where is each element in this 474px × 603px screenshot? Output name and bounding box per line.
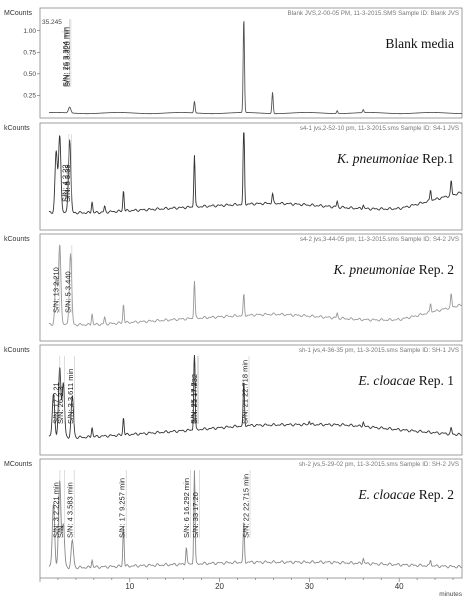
y-axis-label: MCounts [4, 10, 33, 17]
chromatogram-trace [48, 244, 463, 327]
organism-name: E. cloacae [357, 487, 415, 502]
peak-label: S/N: 25 17.2 [189, 382, 198, 424]
panel-frame [39, 122, 463, 231]
peak-label: S/N: 3 3.611 min [66, 369, 75, 424]
x-tick-label: 30 [305, 582, 314, 591]
y-tick-label: 0.25 [23, 93, 36, 100]
panel-frame [39, 344, 463, 456]
panel-title: K. pneumoniae Rep. 2 [333, 262, 454, 277]
panel-title: Blank media [385, 36, 454, 51]
x-tick-label: 20 [215, 582, 224, 591]
peak-label: S/N: 3 2.221 min [51, 482, 60, 538]
organism-name: K. pneumoniae [333, 262, 416, 277]
organism-name: K. pneumoniae [336, 151, 419, 166]
y-axis-label: kCounts [4, 236, 30, 243]
peak-label: S/N: 33 17.20 [191, 492, 200, 538]
panel-title: E. cloacae Rep. 2 [357, 487, 454, 502]
chromatogram-trace [48, 132, 463, 215]
peak-label: S/N: 21 17.232 [190, 374, 199, 424]
peak-label: S/N: 21 22.718 min [240, 360, 249, 424]
peak-label: S/N: 13 2.210 [51, 267, 60, 313]
organism-name: E. cloacae [357, 373, 415, 388]
peak-label: S/N: 5 3.39 [63, 164, 72, 202]
panel-frame [39, 233, 463, 342]
y-tick-label: 0.50 [23, 71, 36, 78]
peak-label: S/N: 17 2.21 [51, 382, 60, 424]
panel-frame [39, 458, 463, 579]
peak-label: S/N: 6 16.292 min [182, 478, 191, 538]
peak-label: S/N: 5 3.440 [63, 271, 72, 313]
panel-header: s4-1 jvs,2-52-10 pm, 11-3-2015.sms Sampl… [300, 125, 459, 132]
panel-header: sh-1 jvs,4-36-35 pm, 11-3-2015.sms Sampl… [299, 347, 459, 354]
panel-title: E. cloacae Rep. 1 [357, 373, 454, 388]
y-axis-label: MCounts [4, 461, 33, 468]
y-max-label: 35.245 [42, 19, 62, 26]
x-axis-label: minutes [439, 591, 463, 598]
panel-header: Blank JVS,2-00-05 PM, 11-3-2015.SMS Samp… [288, 10, 460, 17]
y-tick-label: 0.75 [23, 50, 36, 57]
x-tick-label: 10 [125, 582, 134, 591]
peak-label: S/N: 4 2.22 [60, 164, 69, 202]
y-axis-label: kCounts [4, 125, 30, 132]
peak-label: S/N: 16 3.328 min [62, 27, 71, 87]
peak-label: S/N: 26 3.304 min [61, 27, 70, 87]
panel-header: sh-2 jvs,5-29-02 pm, 11-3-2015.sms Sampl… [299, 461, 459, 468]
peak-label: S/N: 26 3.3 [56, 386, 65, 424]
y-tick-label: 1.00 [23, 28, 36, 35]
chromatogram-trace [48, 354, 463, 439]
replicate-label: Rep.1 [419, 151, 454, 166]
peak-label: S/N [56, 525, 65, 538]
y-axis-label: kCounts [4, 347, 30, 354]
replicate-label: Rep. 2 [415, 487, 454, 502]
chromatogram-trace [48, 470, 463, 570]
peak-label: S/N: 17 9.257 min [118, 478, 127, 538]
panel-title: K. pneumoniae Rep.1 [336, 151, 454, 166]
panel-frame [39, 7, 463, 119]
chromatogram-trace [48, 21, 462, 115]
peak-label: S/N: 22 22.715 min [241, 474, 250, 538]
x-tick-label: 40 [395, 582, 404, 591]
panel-header: s4-2 jvs,3-44-05 pm, 11-3-2015.sms Sampl… [300, 236, 459, 243]
replicate-label: Rep. 2 [415, 262, 454, 277]
replicate-label: Rep. 1 [415, 373, 454, 388]
peak-label: S/N: 4 3.583 min [66, 482, 75, 538]
